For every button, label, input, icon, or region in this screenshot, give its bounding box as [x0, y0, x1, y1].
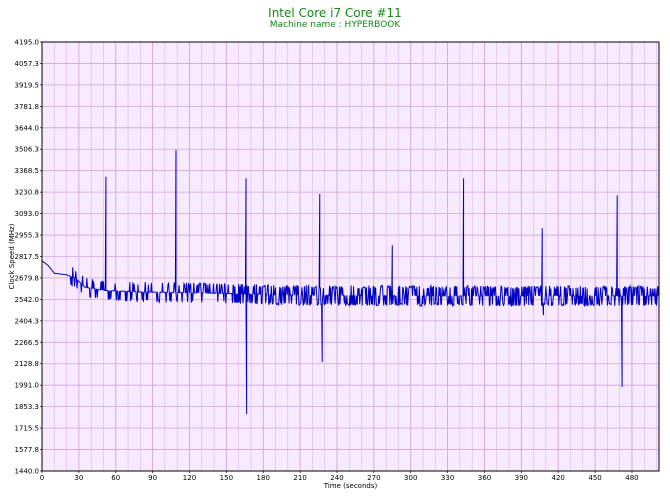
y-axis-label: Clock Speed (MHz) — [8, 223, 16, 289]
y-tick-label: 4195.0 — [15, 39, 40, 47]
x-tick-label: 300 — [404, 474, 417, 482]
y-tick-label: 2266.5 — [15, 339, 40, 347]
chart-subtitle: Machine name : HYPERBOOK — [269, 20, 401, 30]
x-tick-label: 60 — [111, 474, 120, 482]
y-tick-label: 2955.3 — [15, 232, 40, 240]
y-tick-label: 2679.8 — [15, 274, 40, 282]
x-tick-label: 180 — [257, 474, 270, 482]
x-tick-label: 390 — [515, 474, 528, 482]
x-tick-label: 360 — [478, 474, 491, 482]
y-tick-label: 1577.8 — [15, 446, 40, 454]
y-tick-label: 1715.5 — [15, 425, 40, 433]
y-tick-label: 1853.3 — [15, 403, 40, 411]
x-tick-label: 120 — [183, 474, 196, 482]
x-tick-label: 30 — [74, 474, 83, 482]
x-tick-label: 480 — [625, 474, 638, 482]
x-tick-label: 270 — [367, 474, 380, 482]
y-tick-label: 4057.3 — [15, 60, 40, 68]
chart-title: Intel Core i7 Core #11 — [268, 6, 402, 20]
y-tick-label: 3093.0 — [15, 210, 40, 218]
y-tick-label: 2404.3 — [15, 317, 40, 325]
x-tick-label: 330 — [441, 474, 454, 482]
y-tick-label: 2542.0 — [15, 296, 40, 304]
y-tick-label: 2128.8 — [15, 360, 40, 368]
y-tick-label: 1991.0 — [15, 382, 40, 390]
x-tick-label: 0 — [40, 474, 44, 482]
y-tick-label: 3506.3 — [15, 146, 40, 154]
x-tick-label: 90 — [148, 474, 157, 482]
x-tick-label: 150 — [220, 474, 233, 482]
x-tick-label: 450 — [588, 474, 601, 482]
y-tick-label: 3781.8 — [15, 103, 40, 111]
y-tick-label: 3644.0 — [15, 124, 40, 132]
y-tick-label: 1440.0 — [15, 468, 40, 476]
x-tick-label: 210 — [293, 474, 306, 482]
y-tick-label: 3230.8 — [15, 189, 40, 197]
plot-frame — [41, 41, 660, 472]
y-tick-label: 3919.5 — [15, 81, 40, 89]
x-axis-label: Time (seconds) — [323, 482, 378, 490]
x-tick-label: 240 — [330, 474, 343, 482]
x-tick-label: 420 — [552, 474, 565, 482]
series-line — [41, 150, 660, 415]
y-tick-label: 2817.5 — [15, 253, 40, 261]
y-tick-label: 3368.5 — [15, 167, 40, 175]
